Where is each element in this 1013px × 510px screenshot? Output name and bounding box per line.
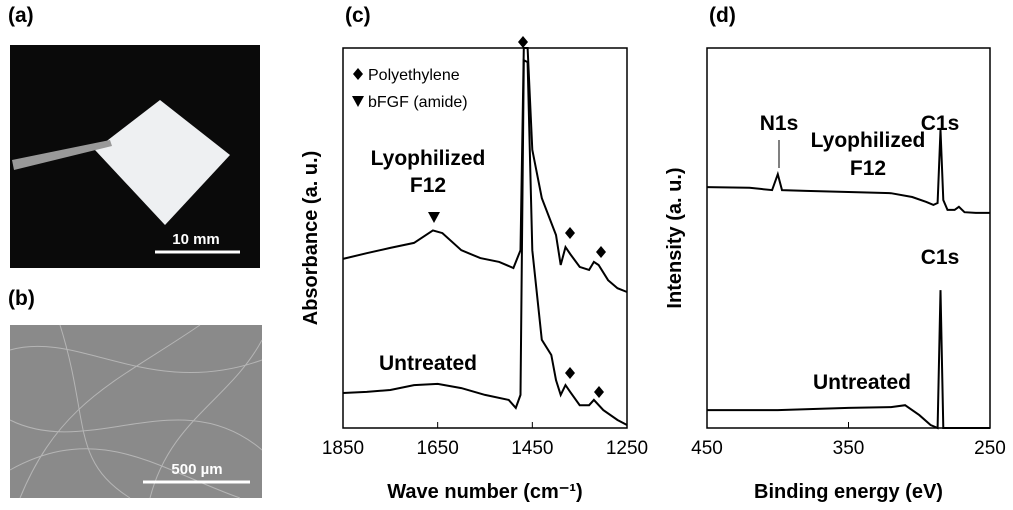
plot-frame: [342, 47, 628, 429]
x-axis-title: Binding energy (eV): [754, 481, 943, 503]
marker-triangle: [352, 96, 364, 107]
marker-diamond: [353, 68, 363, 80]
sem-image: [10, 325, 262, 498]
spectrum-line: [342, 47, 628, 293]
x-tick-label: 250: [974, 438, 1006, 459]
marker-triangle: [428, 212, 440, 223]
scale-label: 10 mm: [172, 231, 220, 248]
marker-diamond: [565, 227, 575, 239]
peak-label: C1s: [921, 112, 960, 135]
series-label: F12: [850, 157, 886, 180]
legend-label: bFGF (amide): [368, 94, 468, 111]
marker-diamond: [596, 246, 606, 258]
spectrum-line: [342, 58, 628, 426]
series-label: Lyophilized: [371, 147, 486, 170]
sample: [95, 100, 230, 225]
panel-label: (c): [345, 4, 371, 27]
peak-label: N1s: [760, 112, 799, 135]
legend-label: Polyethylene: [368, 67, 460, 84]
marker-diamond: [518, 36, 528, 48]
series-label: Lyophilized: [811, 129, 926, 152]
marker-diamond: [594, 386, 604, 398]
y-axis-title: Absorbance (a. u.): [300, 151, 322, 325]
panel-label: (b): [8, 287, 35, 310]
peak-label: C1s: [921, 246, 960, 269]
tweezers: [12, 140, 112, 170]
x-tick-label: 1650: [417, 438, 459, 459]
panel-label: (a): [8, 4, 34, 27]
marker-diamond: [565, 367, 575, 379]
series-label: Untreated: [813, 371, 911, 394]
x-tick-label: 1450: [511, 438, 553, 459]
y-axis-title: Intensity (a. u.): [664, 167, 686, 308]
x-tick-label: 1850: [322, 438, 364, 459]
x-tick-label: 350: [833, 438, 865, 459]
spectrum-line: [706, 130, 990, 214]
fibers: [9, 324, 263, 499]
spectrum-line: [707, 290, 990, 430]
series-label: F12: [410, 174, 446, 197]
panel-label: (d): [709, 4, 736, 27]
scale-label: 500 µm: [171, 461, 222, 478]
x-tick-label: 1250: [606, 438, 648, 459]
x-tick-label: 450: [691, 438, 723, 459]
series-label: Untreated: [379, 352, 477, 375]
x-axis-title: Wave number (cm⁻¹): [387, 481, 582, 503]
